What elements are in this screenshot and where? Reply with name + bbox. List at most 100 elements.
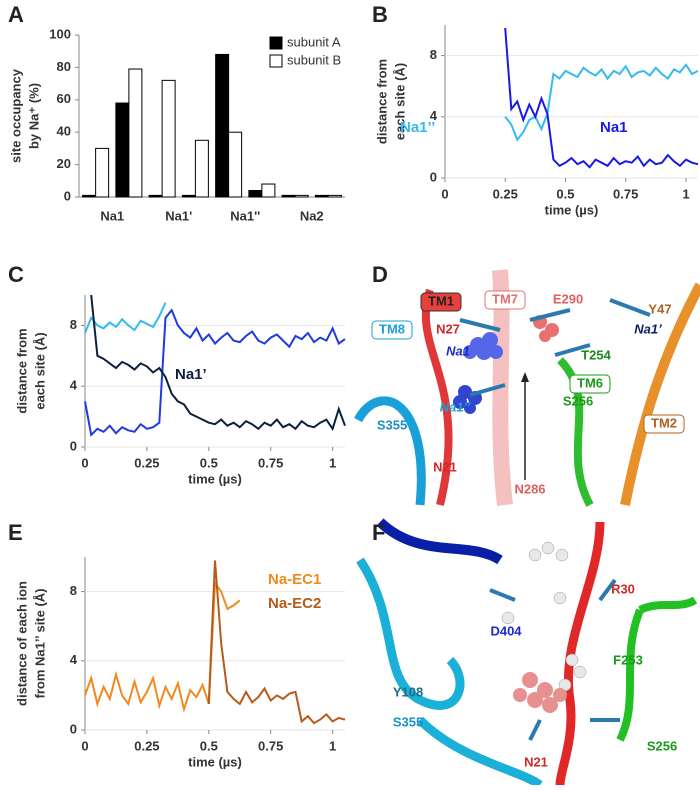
y-tick-label: 20 (57, 156, 71, 171)
y-tick-label: 100 (49, 26, 71, 41)
y-tick-label: 4 (70, 378, 78, 393)
x-tick-label: Na1' (165, 208, 192, 223)
image-label: N21 (433, 459, 457, 474)
legend-label: subunit B (287, 52, 341, 67)
bar (261, 183, 276, 198)
panel-letter: B (372, 2, 388, 27)
image-label: S256 (647, 738, 677, 753)
panel-letter: D (372, 262, 388, 287)
data-line (504, 63, 699, 142)
x-tick-label: Na1 (100, 208, 124, 223)
image-label: S256 (563, 393, 593, 408)
x-tick-label: 0.25 (134, 455, 159, 470)
image-label: TM7 (492, 291, 518, 306)
x-tick-label: 0 (81, 738, 88, 753)
image-label: N21 (524, 754, 548, 769)
y-axis-label: from Na1’’ site (Å) (32, 588, 47, 698)
x-tick-label: 0.5 (556, 186, 574, 201)
bar (148, 194, 163, 198)
y-tick-label: 8 (430, 47, 437, 62)
image-label: Na1’’ (440, 399, 471, 414)
y-tick-label: 8 (70, 317, 77, 332)
y-tick-label: 60 (57, 91, 71, 106)
series-label: Na-EC1 (268, 571, 321, 588)
bar (228, 131, 243, 198)
data-line (84, 302, 167, 334)
y-axis-label: distance from (374, 59, 389, 144)
y-axis-label: each site (Å) (392, 63, 407, 140)
panel-letter: C (8, 262, 24, 287)
legend-swatch (269, 36, 283, 50)
x-tick-label: 1 (329, 738, 336, 753)
x-tick-label: 0.75 (258, 455, 283, 470)
data-line (84, 308, 346, 437)
label-box (484, 290, 526, 310)
x-tick-label: 0 (441, 186, 448, 201)
legend-swatch (269, 54, 283, 68)
bar (327, 194, 342, 198)
image-label: T254 (581, 347, 611, 362)
label-box (420, 292, 462, 312)
image-label: D404 (490, 623, 522, 638)
x-tick-label: 1 (329, 455, 336, 470)
bar (161, 79, 176, 198)
y-tick-label: 0 (430, 169, 437, 184)
image-label: F253 (613, 652, 643, 667)
panel-letter: F (372, 520, 385, 545)
image-f (356, 518, 698, 789)
bar (294, 194, 309, 198)
y-axis-label: by Na⁺ (%) (26, 83, 41, 149)
label-box (371, 320, 413, 340)
y-tick-label: 80 (57, 59, 71, 74)
x-tick-label: 0.75 (613, 186, 638, 201)
image-label: Y47 (648, 301, 671, 316)
series-label: Na-EC2 (268, 595, 321, 612)
bar (115, 102, 130, 198)
image-label: Y108 (393, 684, 423, 699)
image-label: S355 (377, 417, 407, 432)
y-tick-label: 4 (430, 108, 438, 123)
bar (248, 190, 263, 198)
image-label: TM1 (428, 293, 454, 308)
y-tick-label: 4 (70, 652, 78, 667)
image-label: R30 (611, 581, 635, 596)
label-box (643, 414, 685, 434)
data-line (84, 580, 241, 713)
bar (215, 53, 230, 198)
x-tick-label: 1 (682, 186, 689, 201)
image-label: N286 (514, 481, 545, 496)
label-box (569, 374, 611, 394)
image-label: Na1’ (634, 321, 662, 336)
x-axis-label: time (µs) (188, 754, 242, 769)
x-tick-label: 0.75 (258, 738, 283, 753)
x-axis-label: time (µs) (188, 471, 242, 486)
legend-label: subunit A (287, 34, 341, 49)
data-line (207, 560, 346, 725)
x-tick-label: 0.25 (134, 738, 159, 753)
series-label: Na1 (600, 119, 628, 136)
bar (314, 194, 329, 198)
y-tick-label: 0 (70, 438, 77, 453)
image-label: N27 (436, 321, 460, 336)
x-tick-label: 0.5 (200, 738, 218, 753)
y-axis-label: distance of each ion (14, 581, 29, 706)
bar (95, 147, 110, 198)
image-label: TM6 (577, 375, 603, 390)
series-label: Na1’’ (400, 119, 435, 136)
bar (82, 194, 97, 198)
image-d (354, 268, 700, 508)
panel-letter: E (8, 520, 23, 545)
bar (281, 194, 296, 198)
image-label: Na1 (446, 343, 470, 358)
bar (128, 68, 143, 198)
x-tick-label: Na2 (300, 208, 324, 223)
bar (181, 194, 196, 198)
y-tick-label: 8 (70, 583, 77, 598)
image-label: S355 (393, 714, 423, 729)
series-label: Na1’ (175, 366, 207, 383)
image-label: E290 (553, 291, 583, 306)
y-axis-label: each site (Å) (32, 332, 47, 409)
data-line (90, 294, 346, 432)
x-tick-label: 0.25 (493, 186, 518, 201)
